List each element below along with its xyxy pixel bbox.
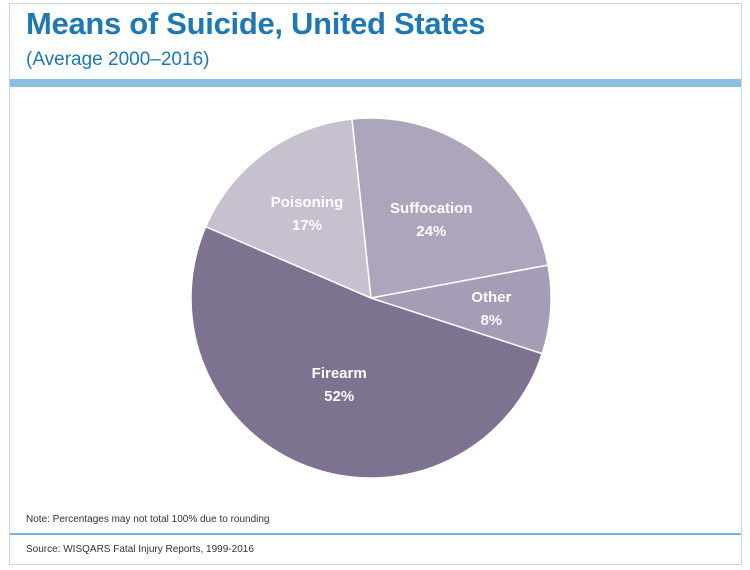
pie-slice-firearm: [190, 225, 544, 479]
slice-value-poisoning: 17%: [292, 217, 322, 234]
rounding-note: Note: Percentages may not total 100% due…: [26, 514, 270, 525]
chart-subtitle: (Average 2000–2016): [26, 49, 210, 70]
slice-value-firearm: 52%: [324, 388, 354, 405]
slice-label-other: Other: [471, 289, 511, 306]
pie-slice-suffocation: [351, 117, 549, 299]
pie-slice-other: [370, 264, 552, 355]
title-accent-bar: [10, 79, 741, 87]
footer-divider: [10, 533, 741, 535]
chart-title: Means of Suicide, United States: [26, 6, 486, 41]
pie-slice-poisoning: [204, 118, 372, 300]
slice-label-suffocation: Suffocation: [390, 200, 473, 217]
slice-value-suffocation: 24%: [416, 223, 446, 240]
slice-label-firearm: Firearm: [312, 365, 367, 382]
source-citation: Source: WISQARS Fatal Injury Reports, 19…: [26, 544, 254, 555]
slice-value-other: 8%: [480, 312, 502, 329]
slice-label-poisoning: Poisoning: [271, 194, 344, 211]
